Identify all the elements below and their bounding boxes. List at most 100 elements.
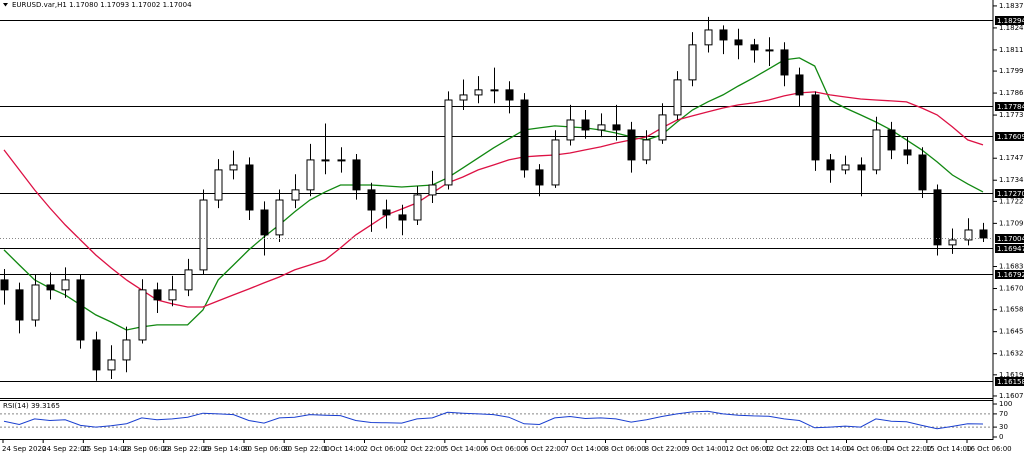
candle-body — [168, 289, 177, 301]
x-tick-label: 16 Oct 06:00 — [966, 445, 1012, 453]
y-tick-label: 1.16320 — [999, 350, 1024, 358]
x-tick-label: 28 Sep 06:00 — [123, 445, 170, 453]
level-label: 1.17784 — [997, 103, 1024, 111]
x-tick-label: 30 Sep 22:00 — [283, 445, 330, 453]
level-label-bg — [995, 16, 1024, 25]
candle-body — [780, 49, 789, 76]
candle-body — [826, 159, 835, 171]
candle-body — [245, 164, 254, 211]
candle-body — [688, 44, 697, 81]
candle-body — [291, 189, 300, 201]
y-tick-label: 1.16450 — [999, 328, 1024, 336]
level-label: 1.16792 — [997, 271, 1024, 279]
candle-body — [153, 289, 162, 301]
candle-body — [581, 119, 590, 131]
candle-body — [184, 269, 193, 291]
x-tick-label: 24 Sep 2020 — [2, 445, 46, 453]
candle-body — [704, 29, 713, 46]
candle-body — [765, 49, 774, 52]
candle-body — [352, 159, 361, 191]
y-tick-label: 1.17475 — [999, 154, 1024, 162]
x-tick-label: 14 Oct 06:00 — [846, 445, 892, 453]
candle-body — [505, 89, 514, 101]
candle-body — [520, 99, 529, 171]
candle-body — [490, 89, 499, 92]
y-tick-label: 1.17090 — [999, 219, 1024, 227]
candle-body — [612, 124, 621, 131]
x-tick-label: 14 Oct 22:00 — [886, 445, 932, 453]
x-tick-label: 5 Oct 14:00 — [444, 445, 485, 453]
candle-body — [535, 169, 544, 186]
candle-body — [964, 229, 973, 241]
x-tick-label: 28 Sep 22:00 — [163, 445, 210, 453]
candle-body — [275, 199, 284, 236]
title-arrow — [3, 3, 8, 7]
x-tick-label: 6 Oct 22:00 — [524, 445, 565, 453]
rsi-tick-label: 70 — [999, 410, 1008, 418]
candle-body — [719, 29, 728, 41]
level-label-bg — [995, 377, 1024, 386]
candle-body — [122, 339, 131, 361]
chart-title: EURUSD.var,H1 1.17080 1.17093 1.17002 1.… — [12, 1, 192, 9]
candle-body — [551, 139, 560, 186]
candle-body — [627, 129, 636, 161]
x-tick-label: 1 Oct 14:00 — [323, 445, 364, 453]
candle-body — [444, 99, 453, 186]
x-tick-label: 8 Oct 22:00 — [645, 445, 686, 453]
y-tick-label: 1.17345 — [999, 176, 1024, 184]
candle-body — [948, 239, 957, 246]
rsi-tick-label: 30 — [999, 423, 1008, 431]
x-tick-label: 2 Oct 06:00 — [364, 445, 405, 453]
candle-body — [337, 159, 346, 162]
candle-body — [61, 279, 70, 291]
x-tick-label: 13 Oct 14:00 — [805, 445, 851, 453]
y-tick-label: 1.18245 — [999, 24, 1024, 32]
candle-body — [31, 284, 40, 321]
rsi-tick-label: 100 — [999, 400, 1012, 408]
level-label-bg — [995, 270, 1024, 279]
candle-body — [474, 89, 483, 96]
candle-body — [138, 289, 147, 341]
candle-body — [260, 209, 269, 236]
level-label-bg — [995, 234, 1024, 243]
candle-body — [673, 79, 682, 116]
x-tick-label: 7 Oct 14:00 — [564, 445, 605, 453]
rsi-pane — [0, 410, 993, 430]
y-tick-label: 1.17990 — [999, 67, 1024, 75]
level-label: 1.17609 — [997, 133, 1024, 141]
candle-body — [0, 279, 9, 291]
y-tick-label: 1.16580 — [999, 306, 1024, 314]
candle-body — [918, 154, 927, 191]
y-tick-label: 1.16070 — [999, 392, 1024, 400]
x-tick-label: 29 Sep 14:00 — [203, 445, 250, 453]
x-tick-label: 12 Oct 22:00 — [765, 445, 811, 453]
moving-average — [3, 91, 984, 308]
y-tick-label: 1.18115 — [999, 46, 1024, 54]
rsi-line — [3, 410, 984, 430]
y-tick-label: 1.16195 — [999, 371, 1024, 379]
candle-body — [979, 229, 988, 239]
candle-body — [46, 284, 55, 291]
candle-body — [566, 119, 575, 141]
level-label: 1.18294 — [997, 17, 1024, 25]
level-label-bg — [995, 244, 1024, 253]
moving-average — [3, 57, 984, 331]
candle-body — [872, 129, 881, 171]
x-tick-label: 8 Oct 06:00 — [605, 445, 646, 453]
x-tick-label: 30 Sep 06:00 — [243, 445, 290, 453]
candle-body — [15, 289, 24, 321]
candle-body — [398, 214, 407, 221]
candle-body — [76, 279, 85, 341]
level-label-bg — [995, 102, 1024, 111]
candle-body — [734, 39, 743, 46]
candle-body — [933, 189, 942, 246]
rsi-tick-label: 0 — [999, 433, 1003, 441]
candle-body — [887, 129, 896, 151]
y-tick-label: 1.18375 — [999, 2, 1024, 10]
y-tick-label: 1.17730 — [999, 111, 1024, 119]
y-tick-label: 1.17860 — [999, 89, 1024, 97]
candle-body — [750, 44, 759, 51]
level-label: 1.17004 — [997, 235, 1024, 243]
